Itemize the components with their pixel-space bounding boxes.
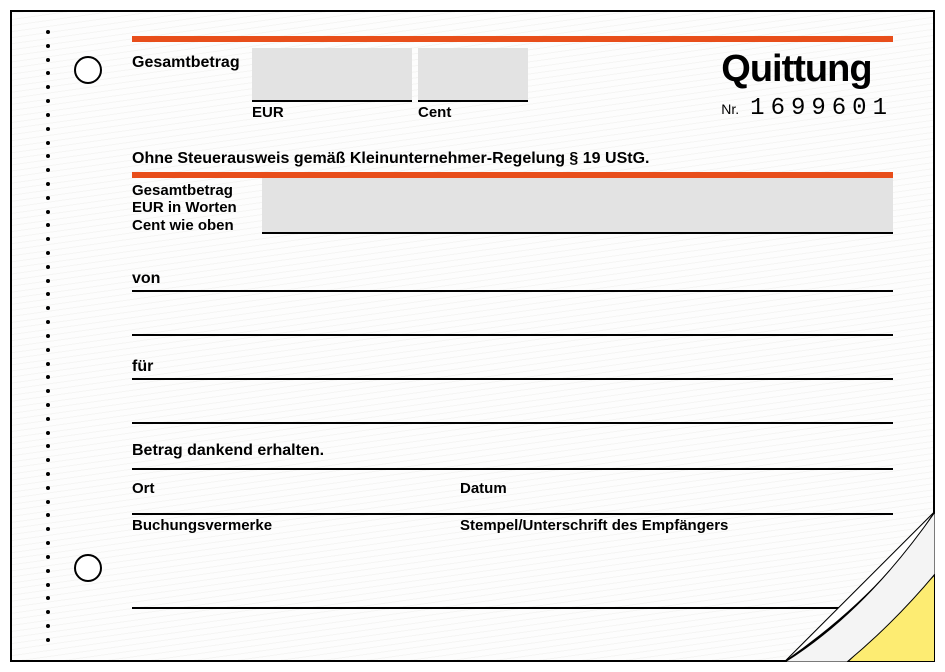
receipt-title: Quittung [721,48,893,91]
fuer-field-line2[interactable] [132,384,893,424]
fuer-field[interactable]: für [132,340,893,380]
buchung-field[interactable]: Buchungsvermerke [132,515,460,609]
punch-hole-bottom [74,554,102,582]
gesamtbetrag-label: Gesamtbetrag [132,48,252,72]
amount-row: Gesamtbetrag EUR Cent Quittung Nr. 16996… [132,48,893,122]
eur-label: EUR [252,104,418,121]
nr-label: Nr. [721,101,739,117]
amount-words-label: Gesamtbetrag EUR in Worten Cent wie oben [132,178,262,234]
cent-label: Cent [418,104,528,121]
von-field[interactable]: von [132,252,893,292]
receipt-number-row: Nr. 1699601 [721,95,893,122]
stempel-label: Stempel/Unterschrift des Empfängers [460,517,728,534]
eur-column: EUR [252,48,418,121]
von-field-line2[interactable] [132,296,893,336]
stempel-field[interactable]: Stempel/Unterschrift des Empfängers [460,515,893,609]
amount-words-field[interactable] [262,178,893,234]
nr-value: 1699601 [750,95,893,122]
perforation-dots [46,30,50,642]
words-line2: EUR in Worten [132,199,237,216]
footer-grid: Ort Buchungsvermerke Datum Stempel/Unter… [132,478,893,609]
amount-words-row: Gesamtbetrag EUR in Worten Cent wie oben [132,178,893,234]
tax-note: Ohne Steuerausweis gemäß Kleinunternehme… [132,150,893,168]
words-line3: Cent wie oben [132,217,234,234]
words-line1: Gesamtbetrag [132,182,233,199]
von-label: von [132,270,160,288]
receipt-frame: Gesamtbetrag EUR Cent Quittung Nr. 16996… [10,10,935,662]
title-column: Quittung Nr. 1699601 [721,48,893,122]
thanks-line: Betrag dankend erhalten. [132,442,893,470]
fuer-label: für [132,358,153,376]
footer-col-right: Datum Stempel/Unterschrift des Empfänger… [460,478,893,609]
eur-field[interactable] [252,48,412,102]
ort-label: Ort [132,480,155,497]
accent-bar-top [132,36,893,42]
datum-label: Datum [460,480,507,497]
form-content: Gesamtbetrag EUR Cent Quittung Nr. 16996… [132,36,893,636]
buchung-label: Buchungsvermerke [132,517,272,534]
datum-field[interactable]: Datum [460,478,893,515]
ort-field[interactable]: Ort [132,478,460,515]
footer-col-left: Ort Buchungsvermerke [132,478,460,609]
cent-column: Cent [418,48,528,121]
cent-field[interactable] [418,48,528,102]
punch-hole-top [74,56,102,84]
